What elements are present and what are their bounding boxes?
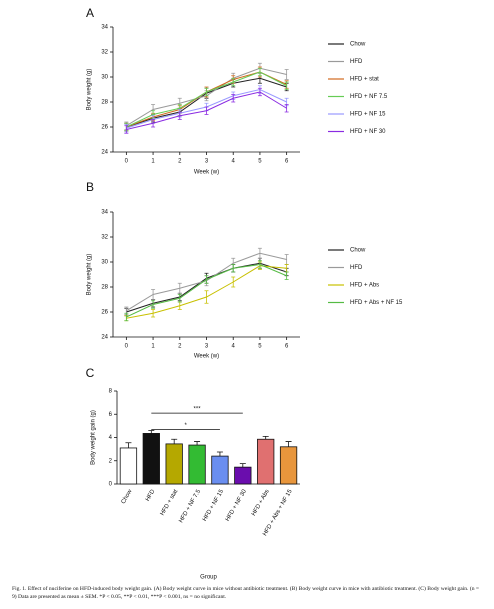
panel-letter: C (86, 366, 95, 380)
bar (211, 455, 229, 485)
y-tick-label: 24 (101, 335, 108, 341)
panel-letter: B (86, 180, 94, 194)
x-axis-label: Group (200, 575, 217, 581)
error-bar (284, 271, 289, 280)
error-bar (171, 438, 178, 444)
x-tick-label: 2 (178, 159, 182, 165)
x-tick-label: HFD + Abs (251, 489, 271, 517)
x-tick-label: 0 (125, 159, 129, 165)
y-tick-label: 8 (109, 389, 113, 395)
line (126, 263, 287, 318)
x-tick-label: Chow (121, 488, 134, 505)
y-axis-label: Body weight (g) (87, 69, 93, 111)
legend-label: HFD (350, 265, 363, 271)
legend-label: HFD + Abs + NF 15 (350, 300, 403, 306)
x-tick-label: 4 (232, 159, 236, 165)
legend-label: Chow (350, 248, 366, 254)
x-tick-label: 3 (205, 159, 209, 165)
y-tick-label: 0 (109, 482, 113, 488)
y-tick-label: 34 (101, 25, 108, 31)
x-tick-label: HFD + stat (160, 489, 180, 517)
y-tick-label: 28 (101, 100, 108, 106)
y-tick-label: 34 (101, 210, 108, 216)
line (126, 71, 287, 128)
x-axis-label: Week (w) (194, 354, 219, 360)
legend-label: HFD + NF 15 (350, 112, 386, 118)
legend-label: HFD + Abs (350, 283, 379, 289)
y-axis-label: Body weight (g) (87, 254, 93, 296)
panel-letter: A (86, 6, 94, 20)
y-tick-label: 24 (101, 150, 108, 156)
line (126, 77, 287, 128)
y-tick-label: 32 (101, 235, 108, 241)
error-bar (239, 463, 246, 468)
error-bar (125, 442, 132, 448)
bar (165, 443, 183, 485)
x-tick-label: 2 (178, 344, 182, 350)
caption: Fig. 1. Effect of nuciferine on HFD-indu… (12, 586, 480, 600)
line (126, 91, 287, 130)
legend-label: HFD + NF 7.5 (350, 94, 388, 100)
bar (257, 438, 275, 485)
error-bar (285, 441, 292, 447)
x-tick-label: 5 (258, 159, 262, 165)
y-tick-label: 2 (109, 458, 113, 464)
x-tick-label: 6 (285, 159, 289, 165)
bar (188, 444, 206, 485)
y-tick-label: 6 (109, 412, 113, 418)
y-tick-label: 26 (101, 125, 108, 131)
x-tick-label: 6 (285, 344, 289, 350)
x-tick-label: HFD + NF 15 (202, 488, 225, 522)
bar (234, 466, 252, 485)
x-tick-label: HFD + NF 7.5 (178, 488, 202, 524)
error-bar (284, 69, 289, 80)
y-tick-label: 4 (109, 435, 113, 441)
error-bar (262, 435, 269, 440)
x-tick-label: HFD + NF 30 (225, 488, 248, 522)
legend-label: HFD + NF 30 (350, 129, 386, 135)
y-tick-label: 30 (101, 75, 108, 81)
x-tick-label: 0 (125, 344, 129, 350)
error-bar (194, 441, 201, 446)
error-bar (284, 81, 289, 90)
x-tick-label: 1 (151, 159, 155, 165)
bar (119, 447, 138, 485)
bar (142, 433, 160, 485)
x-tick-label: 4 (232, 344, 236, 350)
y-tick-label: 26 (101, 310, 108, 316)
x-axis-label: Week (w) (194, 170, 219, 176)
significance-label: *** (194, 407, 202, 413)
line (126, 262, 287, 313)
y-tick-label: 28 (101, 285, 108, 291)
x-tick-label: 3 (205, 344, 209, 350)
y-axis-label: Body weight gain (g) (91, 410, 97, 465)
x-tick-label: 1 (151, 344, 155, 350)
error-bar (216, 451, 223, 457)
error-bar (124, 312, 129, 322)
legend-label: HFD (350, 59, 363, 65)
significance-label: * (184, 423, 187, 429)
error-bar (124, 125, 129, 134)
error-bar (148, 430, 155, 434)
y-tick-label: 30 (101, 260, 108, 266)
y-tick-label: 32 (101, 50, 108, 56)
error-bar (284, 104, 289, 113)
bar (279, 446, 298, 485)
x-tick-label: 5 (258, 344, 262, 350)
legend-label: Chow (350, 42, 366, 48)
x-tick-label: HFD (145, 488, 157, 502)
legend-label: HFD + stat (350, 77, 379, 83)
